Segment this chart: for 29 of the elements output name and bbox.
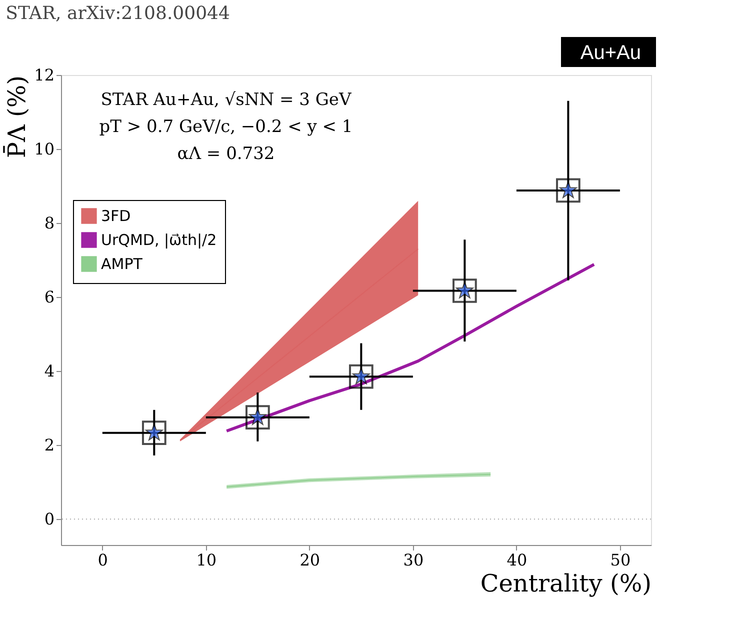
point: [348, 364, 374, 389]
x-tick-label: 20: [300, 550, 320, 570]
y-axis-title: P̄Λ (%): [2, 76, 32, 158]
x-tick-label: 0: [98, 550, 108, 570]
y-tick-label: 10: [34, 140, 54, 159]
point: [452, 278, 477, 303]
y-tick-label: 8: [44, 214, 54, 233]
point: [142, 420, 166, 446]
y-tick-label: 12: [34, 66, 54, 84]
annotation: αΛ = 0.732: [177, 144, 275, 164]
x-tick-label: 40: [506, 550, 528, 570]
point: [245, 405, 270, 430]
legend-label: AMPT: [101, 255, 144, 273]
x-tick-label: 50: [610, 550, 631, 570]
annotation: STAR Au+Au, √sNN = 3 GeV: [100, 90, 352, 110]
annotation: pT > 0.7 GeV/c, −0.2 < y < 1: [99, 117, 353, 137]
point: [556, 178, 580, 203]
legend-label: UrQMD, |ω⃗th|/2: [101, 231, 217, 249]
x-tick-label: 30: [403, 550, 424, 570]
legend-label: 3FD: [101, 207, 131, 225]
chart-title: STAR, arXiv:2108.00044: [6, 3, 230, 24]
line-series: [225, 262, 596, 433]
y-tick-label: 6: [44, 288, 54, 307]
x-axis-title: Centrality (%): [480, 570, 652, 598]
text: Au+Au: [580, 42, 641, 64]
y-tick-label: 0: [44, 510, 54, 529]
y-tick-label: 2: [44, 436, 54, 455]
y-tick-label: 4: [44, 362, 54, 381]
x-tick-label: 10: [196, 550, 217, 570]
